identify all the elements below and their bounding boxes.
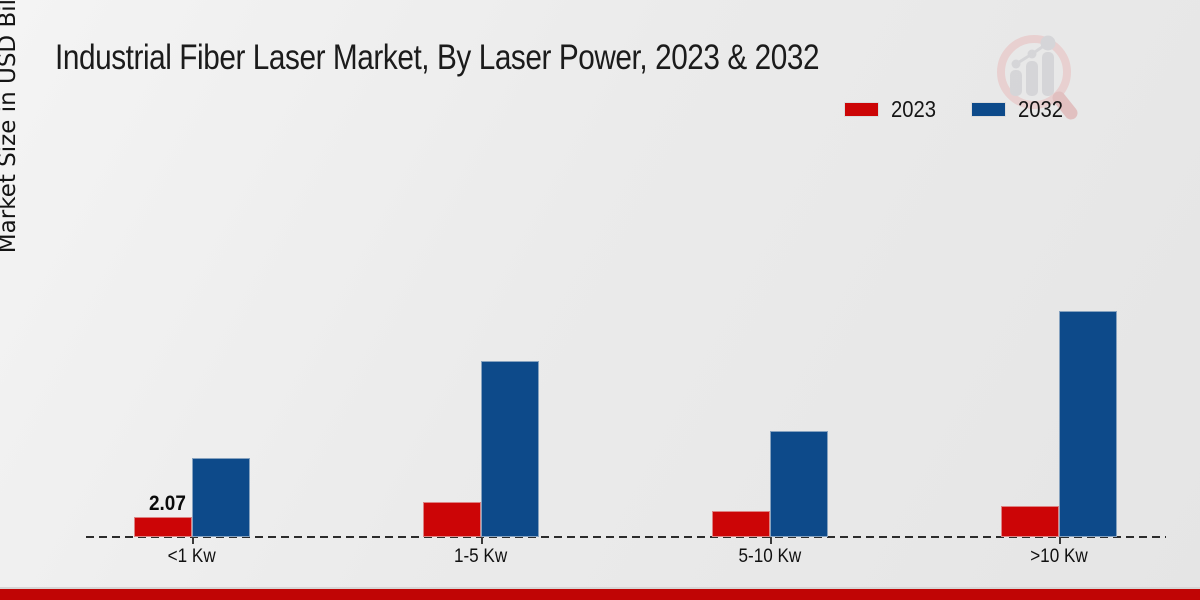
footer-divider [0, 587, 1200, 589]
bar-2032-1-5-kw [481, 361, 539, 537]
legend-label-2032: 2032 [1018, 96, 1064, 122]
bar-2023-<1-kw [134, 517, 192, 537]
bar-2032->10-kw [1059, 311, 1117, 537]
x-axis-label-4: >10 Kw [989, 546, 1129, 568]
bar-2032-5-10-kw [770, 431, 828, 537]
x-axis-tick [1059, 537, 1061, 544]
bar-value-label: 2.07 [107, 492, 227, 516]
x-axis-label-text: 5-10 Kw [738, 546, 802, 567]
x-axis-label-text: <1 Kw [167, 546, 217, 567]
x-axis-baseline [86, 536, 1166, 538]
x-axis-tick [481, 537, 483, 544]
legend: 2023 2032 [845, 96, 1069, 123]
bar-value-text: 2.07 [148, 492, 186, 515]
x-axis-label-2: 1-5 Kw [411, 546, 551, 568]
legend-label-2023: 2023 [891, 96, 937, 122]
bar-2032-<1-kw [192, 458, 250, 537]
x-axis-tick [192, 537, 194, 544]
bar-2023-1-5-kw [423, 502, 481, 537]
bar-2023->10-kw [1001, 506, 1059, 537]
magnifier-bar-chart-watermark-icon [997, 35, 1078, 120]
legend-swatch-2032 [972, 103, 1006, 116]
x-axis-label-1: <1 Kw [122, 546, 262, 568]
x-axis-label-text: >10 Kw [1030, 546, 1088, 567]
x-axis-label-3: 5-10 Kw [700, 546, 840, 568]
footer-accent-bar [0, 589, 1200, 600]
x-axis-tick [770, 537, 772, 544]
x-axis-label-text: 1-5 Kw [454, 546, 508, 567]
chart-title: Industrial Fiber Laser Market, By Laser … [55, 38, 820, 77]
bar-2023-5-10-kw [712, 511, 770, 537]
legend-item-2032: 2032 [972, 96, 1069, 123]
legend-swatch-2023 [845, 103, 878, 116]
legend-item-2023: 2023 [845, 96, 942, 123]
